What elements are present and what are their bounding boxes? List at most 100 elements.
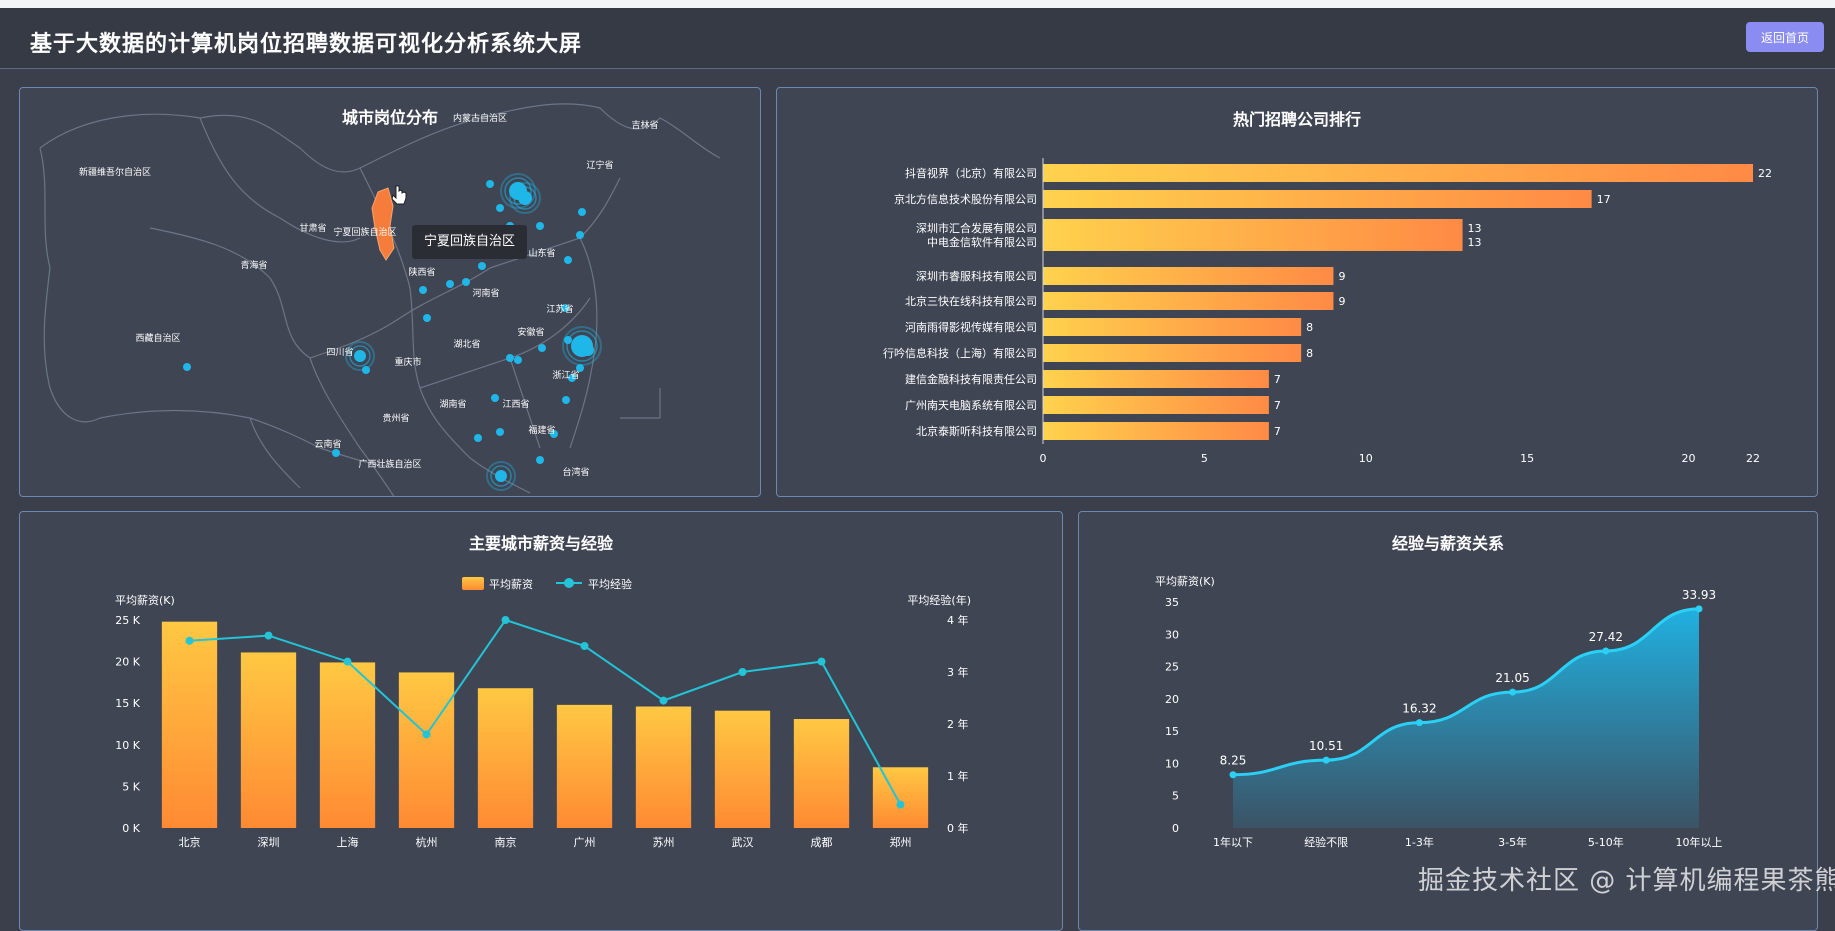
province-label: 福建省 <box>528 424 555 436</box>
map-dot[interactable] <box>419 286 427 294</box>
map-dot[interactable] <box>496 204 504 212</box>
map-dot[interactable] <box>474 434 482 442</box>
experience-point[interactable] <box>896 800 905 809</box>
company-bar[interactable] <box>1043 190 1592 208</box>
company-bar[interactable] <box>1043 267 1334 285</box>
home-button[interactable]: 返回首页 <box>1746 22 1824 52</box>
salary-bar[interactable] <box>793 719 850 828</box>
company-bar[interactable] <box>1043 370 1269 388</box>
map-dot[interactable] <box>564 256 572 264</box>
experience-point[interactable] <box>501 616 510 624</box>
y-right-tick: 2 年 <box>947 717 969 731</box>
experience-point[interactable] <box>343 657 352 666</box>
map-dot[interactable] <box>576 231 584 239</box>
map-dot[interactable] <box>491 394 499 402</box>
company-label: 北京三快在线科技有限公司 <box>905 294 1037 308</box>
province-label: 吉林省 <box>631 119 658 131</box>
company-label: 行吟信息科技（上海）有限公司 <box>883 346 1037 360</box>
area-point[interactable] <box>1509 688 1517 696</box>
city-x-tick: 成都 <box>811 836 833 849</box>
area-point[interactable] <box>1602 647 1610 655</box>
map-dot[interactable] <box>354 350 366 362</box>
company-x-tick: 5 <box>1201 452 1208 465</box>
map-dot[interactable] <box>582 344 594 356</box>
salary-bar[interactable] <box>556 704 613 828</box>
area-point[interactable] <box>1695 605 1703 613</box>
province-label: 湖南省 <box>439 398 466 410</box>
province-label: 青海省 <box>240 259 267 271</box>
dashboard-header: 基于大数据的计算机岗位招聘数据可视化分析系统大屏 返回首页 <box>0 8 1835 69</box>
area-point[interactable] <box>1415 719 1423 727</box>
company-bar[interactable] <box>1043 396 1269 414</box>
company-label: 河南雨得影视传媒有限公司 <box>905 320 1037 334</box>
map-dot[interactable] <box>518 191 532 205</box>
salary-bar[interactable] <box>635 706 692 828</box>
experience-point[interactable] <box>580 642 589 650</box>
company-bar[interactable] <box>1043 164 1753 182</box>
company-bar[interactable] <box>1043 292 1334 310</box>
city-x-tick: 北京 <box>179 835 201 849</box>
province-label: 湖北省 <box>453 338 480 350</box>
company-label: 建信金融科技有限责任公司 <box>905 372 1037 386</box>
map-borders <box>39 103 721 496</box>
map-dot[interactable] <box>568 374 576 382</box>
y-left-tick: 5 K <box>122 780 140 793</box>
map-dot[interactable] <box>478 262 486 270</box>
company-value-label: 7 <box>1274 373 1281 386</box>
map-dot[interactable] <box>561 304 569 312</box>
company-bar[interactable] <box>1043 233 1463 251</box>
map-dot[interactable] <box>423 314 431 322</box>
area-y-tick: 5 <box>1172 790 1179 803</box>
map-dot[interactable] <box>578 208 586 216</box>
salary-bar[interactable] <box>714 710 771 828</box>
experience-point[interactable] <box>185 636 194 645</box>
area-y-tick: 15 <box>1165 725 1179 738</box>
map-dot[interactable] <box>550 430 558 438</box>
map-dot[interactable] <box>538 344 546 352</box>
salary-bar[interactable] <box>477 688 534 828</box>
map-dot[interactable] <box>183 363 191 371</box>
map-dot[interactable] <box>536 456 544 464</box>
map-dot[interactable] <box>576 364 584 372</box>
city-x-tick: 苏州 <box>653 836 675 849</box>
map-dot[interactable] <box>496 428 504 436</box>
area-point[interactable] <box>1229 771 1237 779</box>
experience-point[interactable] <box>817 657 826 666</box>
salary-bar[interactable] <box>161 621 218 828</box>
company-label: 北京泰斯听科技有限公司 <box>916 424 1037 438</box>
experience-point[interactable] <box>422 730 431 739</box>
map-dots <box>183 173 602 491</box>
ningxia-highlight[interactable] <box>371 187 395 261</box>
salary-bar[interactable] <box>240 652 297 828</box>
company-bar[interactable] <box>1043 422 1269 440</box>
map-dot[interactable] <box>562 396 570 404</box>
map-dot[interactable] <box>506 354 514 362</box>
map-dot[interactable] <box>514 356 522 364</box>
map-dot[interactable] <box>332 449 340 457</box>
area-value-label: 8.25 <box>1220 754 1247 768</box>
map-dot[interactable] <box>486 180 494 188</box>
map-dot[interactable] <box>446 280 454 288</box>
area-x-tick: 1年以下 <box>1213 835 1253 849</box>
city-x-tick: 广州 <box>574 836 596 849</box>
salary-bar[interactable] <box>872 767 929 828</box>
company-bar[interactable] <box>1043 344 1302 362</box>
salary-bar[interactable] <box>398 672 455 828</box>
area-point[interactable] <box>1322 756 1330 764</box>
map-dot[interactable] <box>462 278 470 286</box>
experience-point[interactable] <box>738 668 747 676</box>
company-bar[interactable] <box>1043 219 1463 237</box>
experience-point[interactable] <box>264 631 273 640</box>
company-bar[interactable] <box>1043 318 1302 336</box>
map-dot[interactable] <box>362 366 370 374</box>
company-value-label: 8 <box>1306 321 1313 334</box>
company-value-label: 7 <box>1274 399 1281 412</box>
map-dot[interactable] <box>536 222 544 230</box>
salary-bar[interactable] <box>319 662 376 828</box>
experience-point[interactable] <box>659 696 668 705</box>
map-dot-ripple <box>486 461 516 491</box>
legend-salary-swatch[interactable] <box>462 577 484 590</box>
map-dot[interactable] <box>495 470 507 482</box>
